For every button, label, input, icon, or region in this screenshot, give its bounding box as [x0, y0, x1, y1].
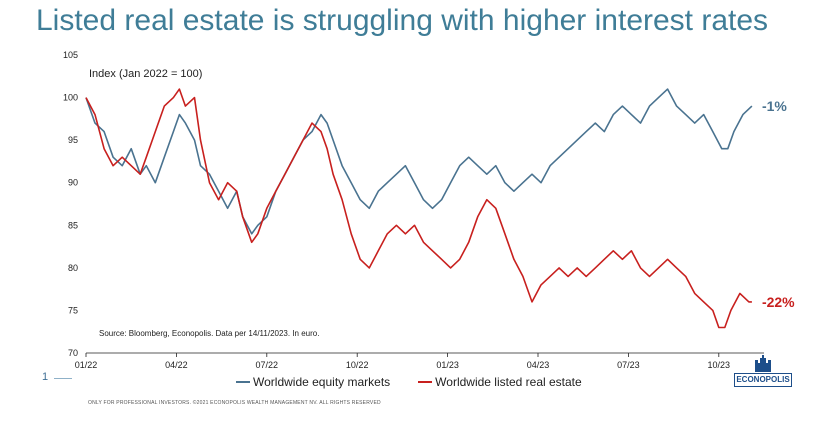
legend-label-real-estate: Worldwide listed real estate	[435, 375, 582, 389]
chart-subtitle: Index (Jan 2022 = 100)	[89, 68, 202, 80]
page-number: 1	[42, 371, 49, 383]
end-label-equity: -1%	[762, 98, 787, 114]
page-number-rule	[54, 378, 72, 379]
y-tick-label: 105	[63, 50, 78, 60]
slide-title: Listed real estate is struggling with hi…	[36, 4, 769, 37]
legend-swatch-equity	[236, 381, 250, 383]
x-tick-label: 07/23	[617, 360, 640, 370]
y-tick-label: 70	[68, 348, 78, 358]
y-tick-label: 80	[68, 263, 78, 273]
y-tick-label: 100	[63, 93, 78, 103]
end-label-real-estate: -22%	[762, 294, 795, 310]
y-tick-label: 85	[68, 220, 78, 230]
castle-icon	[755, 355, 771, 372]
x-tick-label: 04/22	[165, 360, 188, 370]
x-tick-label: 10/23	[708, 360, 731, 370]
y-axis: 70 75 80 85 90 95 100 105	[63, 50, 78, 358]
logo-wordmark: ECONOPOLIS	[734, 373, 792, 387]
y-tick-label: 95	[68, 135, 78, 145]
x-tick-label: 04/23	[527, 360, 550, 370]
legend-item-equity: Worldwide equity markets	[236, 375, 390, 389]
x-tick-label: 01/22	[75, 360, 98, 370]
disclaimer: ONLY FOR PROFESSIONAL INVESTORS. ©2021 E…	[88, 400, 381, 406]
x-tick-label: 01/23	[436, 360, 459, 370]
legend: Worldwide equity markets Worldwide liste…	[236, 375, 582, 389]
x-axis: 01/22 04/22 07/22 10/22 01/23 04/23 07/23 10/23	[75, 353, 730, 370]
econopolis-logo: ECONOPOLIS	[733, 354, 793, 388]
series-line-real-estate	[85, 88, 752, 329]
legend-swatch-real-estate	[418, 381, 433, 383]
series-layer: -1% -22%	[85, 88, 795, 329]
x-tick-label: 10/22	[346, 360, 369, 370]
y-tick-label: 75	[68, 305, 78, 315]
x-tick-label: 07/22	[256, 360, 279, 370]
series-line-equity	[85, 88, 753, 235]
legend-label-equity: Worldwide equity markets	[253, 375, 391, 389]
y-tick-label: 90	[68, 178, 78, 188]
legend-item-real-estate: Worldwide listed real estate	[418, 375, 582, 389]
chart-source-note: Source: Bloomberg, Econopolis. Data per …	[99, 329, 319, 338]
